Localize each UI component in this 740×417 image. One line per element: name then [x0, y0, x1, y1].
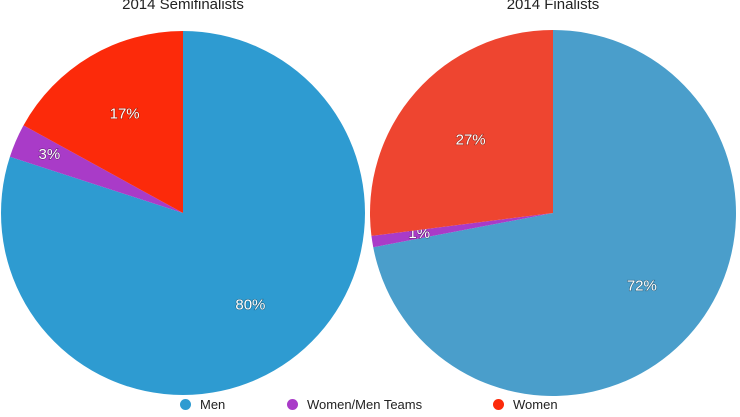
legend-swatch-men	[180, 399, 191, 410]
finalists-chart-title: 2014 Finalists	[506, 0, 600, 13]
finalists-slice-men	[373, 30, 736, 396]
finalists-slice-label-women: 27%	[456, 131, 486, 148]
semifinalists-slice-label-men: 80%	[235, 297, 265, 314]
semifinalists-slice-label-women-men-teams: 3%	[39, 146, 61, 163]
finalists-slice-label-men: 72%	[627, 277, 657, 294]
finalists-pie: 72%1%27%	[370, 30, 736, 396]
legend-label-men: Men	[200, 397, 226, 412]
legend-label-women-men-teams: Women/Men Teams	[307, 397, 423, 412]
semifinalists-chart-title: 2014 Semifinalists	[122, 0, 244, 13]
legend-swatch-women	[493, 399, 504, 410]
legend-label-women: Women	[513, 397, 558, 412]
legend-item-women-men-teams: Women/Men Teams	[287, 397, 422, 412]
semifinalists-slice-label-women: 17%	[110, 105, 140, 122]
legend-item-women: Women	[493, 397, 558, 412]
pie-charts: 80% 3% 17% 72%1%27%	[1, 30, 736, 396]
semifinalists-pie: 80% 3% 17%	[1, 31, 365, 395]
finalists-slice-women	[370, 30, 553, 236]
semifinalists-slice-women-men-teams	[9, 125, 183, 213]
finalists-slice-women-men-teams	[371, 213, 553, 248]
chart-legend: Men Women/Men Teams Women	[0, 397, 740, 417]
semifinalists-slice-women	[23, 31, 184, 213]
legend-item-men: Men	[180, 397, 225, 412]
legend-swatch-women-men-teams	[287, 399, 298, 410]
